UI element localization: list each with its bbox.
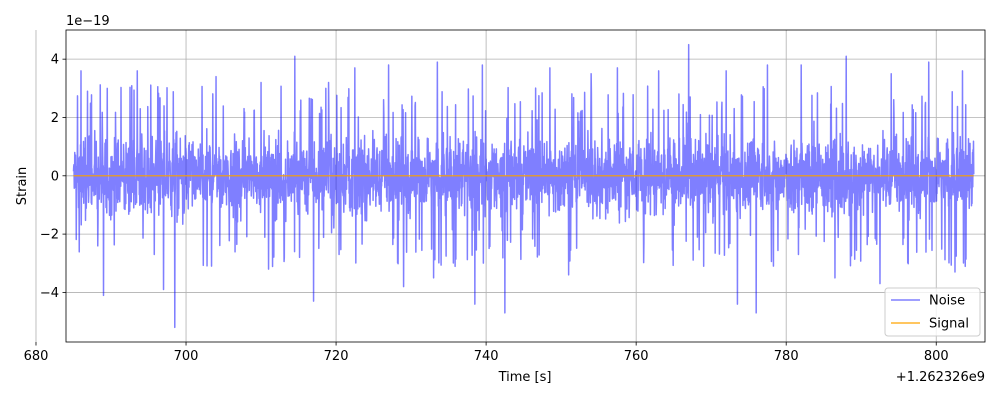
x-axis-ticks: 680 700 720 740 760 780 800 — [24, 342, 949, 364]
x-tick-label: 680 — [24, 349, 49, 364]
x-tick-label: 740 — [474, 349, 499, 364]
x-tick-label: 700 — [174, 349, 199, 364]
x-tick-label: 780 — [774, 349, 799, 364]
y-tick-label: −2 — [40, 228, 59, 243]
x-tick-label: 720 — [324, 349, 349, 364]
x-axis-label: Time [s] — [498, 370, 552, 385]
noise-series — [72, 43, 975, 329]
y-tick-label: 2 — [51, 111, 59, 126]
y-scale-text: 1e−19 — [66, 14, 110, 29]
legend: Noise Signal — [884, 287, 981, 337]
y-axis-ticks: −4 −2 0 2 4 — [40, 53, 66, 301]
legend-signal-label: Signal — [929, 317, 969, 332]
x-tick-label: 760 — [624, 349, 649, 364]
y-tick-label: 4 — [51, 53, 59, 68]
y-tick-label: −4 — [40, 286, 59, 301]
x-tick-label: 800 — [924, 349, 949, 364]
noise-line — [72, 43, 975, 329]
x-offset-text: +1.262326e9 — [896, 370, 985, 385]
y-tick-label: 0 — [51, 169, 59, 184]
legend-noise-label: Noise — [929, 294, 965, 309]
plot-frame — [65, 29, 986, 343]
y-axis-label: Strain — [15, 167, 30, 206]
